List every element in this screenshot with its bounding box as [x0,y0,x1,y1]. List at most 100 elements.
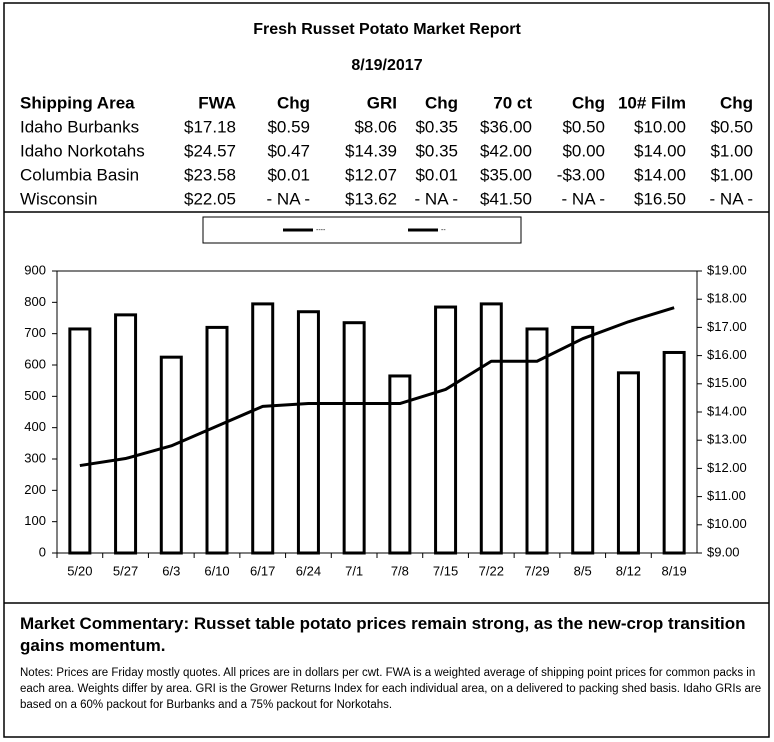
table-cell: $42.00 [480,141,532,160]
x-tick-label: 7/29 [524,563,549,578]
column-header: Chg [277,93,310,112]
table-cell: $0.01 [267,165,310,184]
y2-tick-label: $17.00 [707,319,747,334]
table-cell: $0.59 [267,117,310,136]
y-tick-label: 700 [24,325,46,340]
x-tick-label: 5/20 [67,563,92,578]
commentary: Market Commentary: Russet table potato p… [20,614,746,655]
table-cell: $0.00 [562,141,605,160]
bar [388,374,412,555]
table-cell: $0.35 [415,117,458,136]
x-tick-label: 8/12 [616,563,641,578]
column-header: FWA [198,93,236,112]
table-cell: $0.35 [415,141,458,160]
y-tick-label: 600 [24,356,46,371]
legend-label: -- [441,227,446,234]
table-cell: Idaho Burbanks [20,117,139,136]
y-tick-label: 0 [39,544,46,559]
table-cell: Wisconsin [20,189,97,208]
x-tick-label: 7/15 [433,563,458,578]
x-tick-label: 7/22 [479,563,504,578]
y-tick-label: 400 [24,419,46,434]
table-cell: $13.62 [345,189,397,208]
line [79,306,675,468]
table-cell: $10.00 [634,117,686,136]
bar [159,355,183,555]
y2-tick-label: $15.00 [707,375,747,390]
notes: Notes: Prices are Friday mostly quotes. … [20,667,762,711]
column-header: Chg [572,93,605,112]
bar [616,371,640,555]
x-tick-label: 6/3 [162,563,180,578]
x-tick-label: 6/24 [296,563,321,578]
table-cell: $17.18 [184,117,236,136]
plot-area [56,270,698,554]
table-cell: $0.01 [415,165,458,184]
bar [525,327,549,555]
legend-label: ---- [316,227,326,234]
bar [251,302,275,555]
y-tick-label: 900 [24,262,46,277]
date: 8/19/2017 [351,57,422,74]
x-tick-label: 6/17 [250,563,275,578]
y2-tick-label: $10.00 [707,516,747,531]
y-tick-label: 200 [24,482,46,497]
column-header: 10# Film [618,93,686,112]
table-cell: $14.39 [345,141,397,160]
table-cell: - NA - [267,189,310,208]
table-cell: $41.50 [480,189,532,208]
bar [205,325,229,555]
table-cell: $36.00 [480,117,532,136]
bar [342,321,366,555]
y2-tick-label: $14.00 [707,403,747,418]
y-tick-label: 300 [24,450,46,465]
x-tick-label: 6/10 [204,563,229,578]
bar [114,313,138,555]
bar [479,302,503,555]
table-cell: $22.05 [184,189,236,208]
column-header: 70 ct [493,93,532,112]
table-cell: - NA - [415,189,458,208]
bar [662,350,686,555]
table-cell: $24.57 [184,141,236,160]
y-tick-label: 500 [24,388,46,403]
y2-tick-label: $9.00 [707,544,740,559]
y-tick-label: 800 [24,294,46,309]
table-cell: $23.58 [184,165,236,184]
legend-box [202,216,522,244]
table-cell: $35.00 [480,165,532,184]
table-cell: - NA - [710,189,753,208]
table-cell: $8.06 [354,117,397,136]
column-header: GRI [367,93,397,112]
x-tick-label: 8/5 [574,563,592,578]
table-cell: $16.50 [634,189,686,208]
table-cell: $0.47 [267,141,310,160]
column-header: Chg [425,93,458,112]
y2-tick-label: $13.00 [707,432,747,447]
table-cell: Columbia Basin [20,165,139,184]
column-header: Shipping Area [20,93,135,112]
table-cell: $0.50 [710,117,753,136]
y-tick-label: 100 [24,513,46,528]
table-cell: Idaho Norkotahs [20,141,145,160]
x-tick-label: 7/8 [391,563,409,578]
x-tick-label: 5/27 [113,563,138,578]
bar [571,325,595,555]
table-cell: -$3.00 [557,165,605,184]
y2-tick-label: $12.00 [707,460,747,475]
table-cell: $14.00 [634,165,686,184]
y2-tick-label: $19.00 [707,262,747,277]
y2-tick-label: $11.00 [707,488,746,503]
bar [68,327,92,555]
x-tick-label: 7/1 [345,563,363,578]
title: Fresh Russet Potato Market Report [253,21,521,38]
x-tick-label: 8/19 [661,563,686,578]
table-cell: - NA - [562,189,605,208]
column-header: Chg [720,93,753,112]
table-cell: $1.00 [710,165,753,184]
table-cell: $1.00 [710,141,753,160]
table-cell: $14.00 [634,141,686,160]
y2-tick-label: $18.00 [707,291,747,306]
